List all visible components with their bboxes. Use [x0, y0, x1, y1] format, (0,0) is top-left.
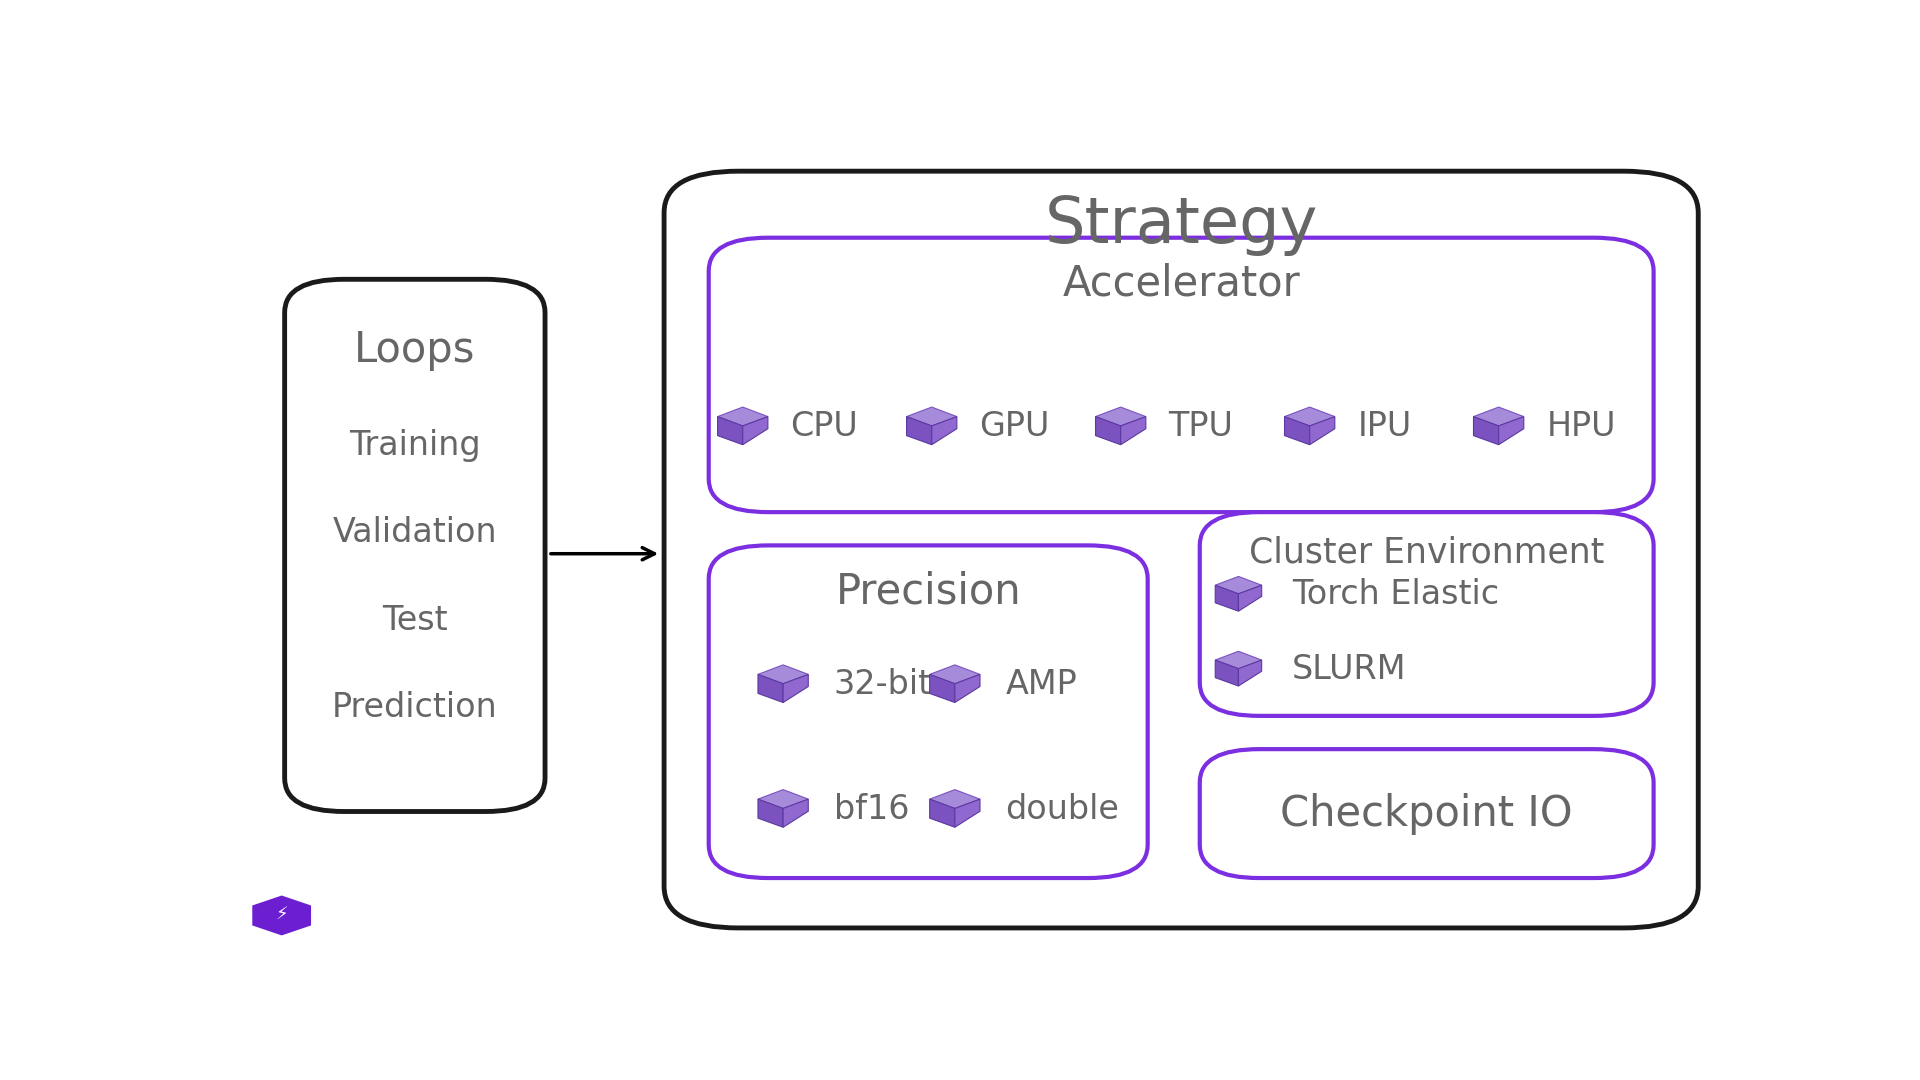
Text: 32-bit: 32-bit [833, 667, 931, 701]
Text: IPU: IPU [1357, 410, 1411, 443]
Text: Checkpoint IO: Checkpoint IO [1281, 793, 1572, 835]
Text: AMP: AMP [1006, 667, 1077, 701]
Polygon shape [1284, 407, 1334, 426]
Text: SLURM: SLURM [1292, 652, 1407, 686]
Polygon shape [906, 417, 931, 445]
Polygon shape [954, 674, 979, 702]
Polygon shape [1096, 417, 1121, 445]
Polygon shape [929, 799, 954, 827]
Polygon shape [758, 665, 808, 684]
Polygon shape [1309, 417, 1334, 445]
FancyBboxPatch shape [1200, 750, 1653, 878]
Text: Prediction: Prediction [332, 691, 497, 724]
Polygon shape [1215, 660, 1238, 686]
Polygon shape [1284, 417, 1309, 445]
Polygon shape [758, 789, 808, 809]
Text: Torch Elastic: Torch Elastic [1292, 578, 1500, 611]
Text: double: double [1006, 793, 1119, 825]
FancyBboxPatch shape [1200, 512, 1653, 716]
Polygon shape [783, 674, 808, 702]
Text: ⚡: ⚡ [275, 906, 288, 923]
Text: TPU: TPU [1167, 410, 1233, 443]
Polygon shape [758, 674, 783, 702]
Polygon shape [1215, 577, 1261, 594]
Text: GPU: GPU [979, 410, 1050, 443]
Polygon shape [1238, 660, 1261, 686]
Polygon shape [783, 799, 808, 827]
Text: Strategy: Strategy [1044, 194, 1317, 256]
Polygon shape [1096, 407, 1146, 426]
FancyBboxPatch shape [284, 280, 545, 811]
Polygon shape [1500, 417, 1524, 445]
Polygon shape [1473, 417, 1500, 445]
Polygon shape [931, 417, 956, 445]
Text: Training: Training [349, 429, 480, 462]
Text: Test: Test [382, 604, 447, 637]
Polygon shape [1473, 407, 1524, 426]
FancyBboxPatch shape [664, 171, 1697, 928]
Polygon shape [743, 417, 768, 445]
Polygon shape [929, 789, 979, 809]
Polygon shape [929, 665, 979, 684]
Polygon shape [954, 799, 979, 827]
Polygon shape [1121, 417, 1146, 445]
Polygon shape [906, 407, 956, 426]
Text: Precision: Precision [835, 570, 1021, 612]
Polygon shape [758, 799, 783, 827]
Polygon shape [718, 407, 768, 426]
Polygon shape [1238, 585, 1261, 611]
Polygon shape [1215, 651, 1261, 669]
Text: Accelerator: Accelerator [1062, 262, 1300, 305]
Polygon shape [929, 674, 954, 702]
Text: Cluster Environment: Cluster Environment [1250, 535, 1605, 569]
Text: CPU: CPU [791, 410, 858, 443]
Text: HPU: HPU [1546, 410, 1617, 443]
Text: Loops: Loops [353, 329, 476, 370]
FancyBboxPatch shape [708, 545, 1148, 878]
Polygon shape [1215, 585, 1238, 611]
Polygon shape [718, 417, 743, 445]
FancyBboxPatch shape [708, 238, 1653, 512]
Text: bf16: bf16 [833, 793, 910, 825]
Text: Validation: Validation [332, 516, 497, 550]
Polygon shape [252, 895, 311, 935]
